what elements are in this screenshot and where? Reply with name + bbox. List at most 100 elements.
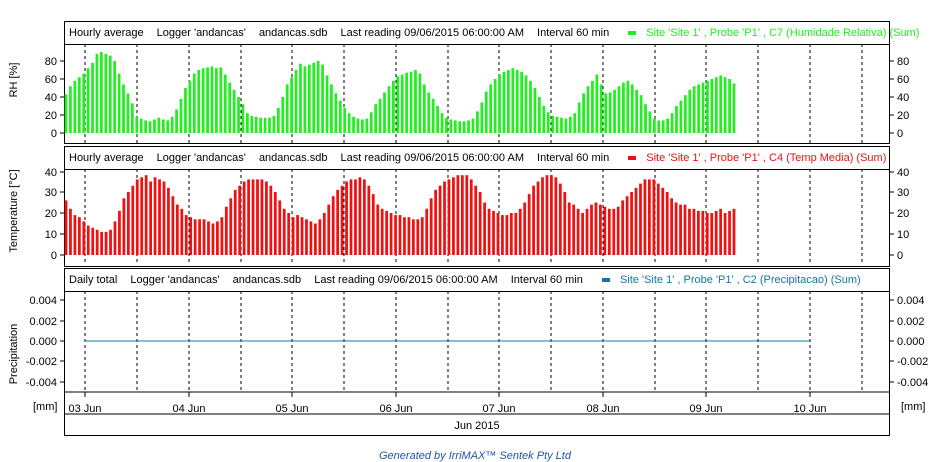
temp-y-tick-label-right: 20 [897,208,909,220]
rh-bar [228,82,232,133]
precip-y-tick-label-left: -0.002 [26,356,57,368]
temp-bar [260,179,264,255]
temp-bar [367,185,371,255]
temp-bar [91,227,95,255]
rh-bar [276,107,280,133]
rh-bar [626,80,630,133]
temp-bar [398,215,402,255]
temp-bar [327,204,331,255]
temp-bar [175,204,179,255]
temp-bar [233,189,237,255]
rh-bar [568,116,572,133]
rh-bar [347,113,351,133]
temp-bar [599,204,602,255]
temp-bar [518,208,522,255]
rh-bar [361,119,364,133]
rh-bar [161,119,165,133]
temp-y-tick-label-right: 0 [897,250,903,262]
rh-bar [595,74,599,133]
rh-bar [299,63,302,134]
precip-y-tick-label-left: 0.002 [29,316,57,328]
temp-bar [184,215,188,255]
rh-header-last-reading: Last reading 09/06/2015 06:00:00 AM [340,27,524,39]
temp-bar [287,213,291,255]
temp-bar [380,208,384,255]
rh-bar [608,92,612,133]
temp-bar [389,213,393,255]
rh-bar [666,118,670,133]
rh-bar [210,66,214,133]
temp-bar [705,213,709,255]
rh-bar [644,104,647,133]
temp-bar [621,200,625,255]
rh-bar [533,88,537,133]
temp-bar [362,179,366,255]
rh-bar [232,89,236,133]
temp-bar [483,202,486,255]
rh-bar [462,121,466,133]
temp-bar [670,198,674,255]
temp-bar [153,177,157,255]
temp-bar [469,179,473,255]
temp-bar [452,177,455,255]
rh-panel-header: Hourly average Logger 'andancas' andanca… [65,22,919,45]
rh-bar [732,83,736,133]
rh-bar [246,113,249,133]
temp-bar [460,175,464,255]
rh-bar [374,104,378,133]
rh-y-tick-label-right: 80 [897,56,909,68]
temp-bar [661,187,665,255]
temp-header-interval: Interval 60 min [537,152,610,164]
temp-bar [594,202,598,255]
rh-bar [69,86,72,133]
temp-bar [104,231,108,255]
temp-bar [100,231,104,255]
rh-bar [555,116,559,133]
x-tick-label: 03 Jun [68,403,101,415]
rh-bar [679,100,683,133]
rh-y-tick-label-left: 0 [51,128,57,140]
temp-bar [126,192,130,255]
temp-bar [171,196,175,255]
temp-bar [523,202,527,255]
temp-bar [674,202,678,255]
rh-bar [524,75,528,133]
temp-bar [407,217,411,255]
temp-bar [732,208,736,255]
rh-bar [100,52,103,133]
rh-bar [670,113,674,133]
rh-bar [268,117,271,133]
temp-bar [719,208,723,255]
rh-bar [688,89,692,133]
temp-bar [118,210,121,255]
temp-bar [122,198,126,255]
precip-y-tick-label-right: -0.002 [897,356,928,368]
rh-y-tick-label-left: 80 [45,56,57,68]
temp-bar [189,217,193,255]
rh-bar [148,121,152,133]
rh-bar [560,117,563,133]
precip-y-tick-label-right: 0.002 [897,316,925,328]
precip-header-interval: Interval 60 min [510,274,583,286]
temp-bar [394,215,397,255]
temp-bar [167,187,170,255]
temp-header-mode: Hourly average [69,152,144,164]
rh-bar [489,84,493,133]
temp-bar [291,217,295,255]
x-tick-label: 07 Jun [482,403,515,415]
rh-bar [622,82,625,133]
temp-bar [238,185,242,255]
rh-bar [188,80,192,133]
rh-header-mode: Hourly average [69,27,144,39]
temp-bar [558,183,562,255]
rh-bar [153,119,156,133]
rh-bar [427,92,431,133]
temp-bar [425,208,429,255]
temp-bar [296,215,299,255]
rh-bar [639,95,643,133]
temp-legend-swatch [628,156,637,161]
rh-bar [263,117,267,133]
rh-bar [493,79,497,133]
rh-bar [135,116,139,133]
rh-bar [710,79,714,133]
